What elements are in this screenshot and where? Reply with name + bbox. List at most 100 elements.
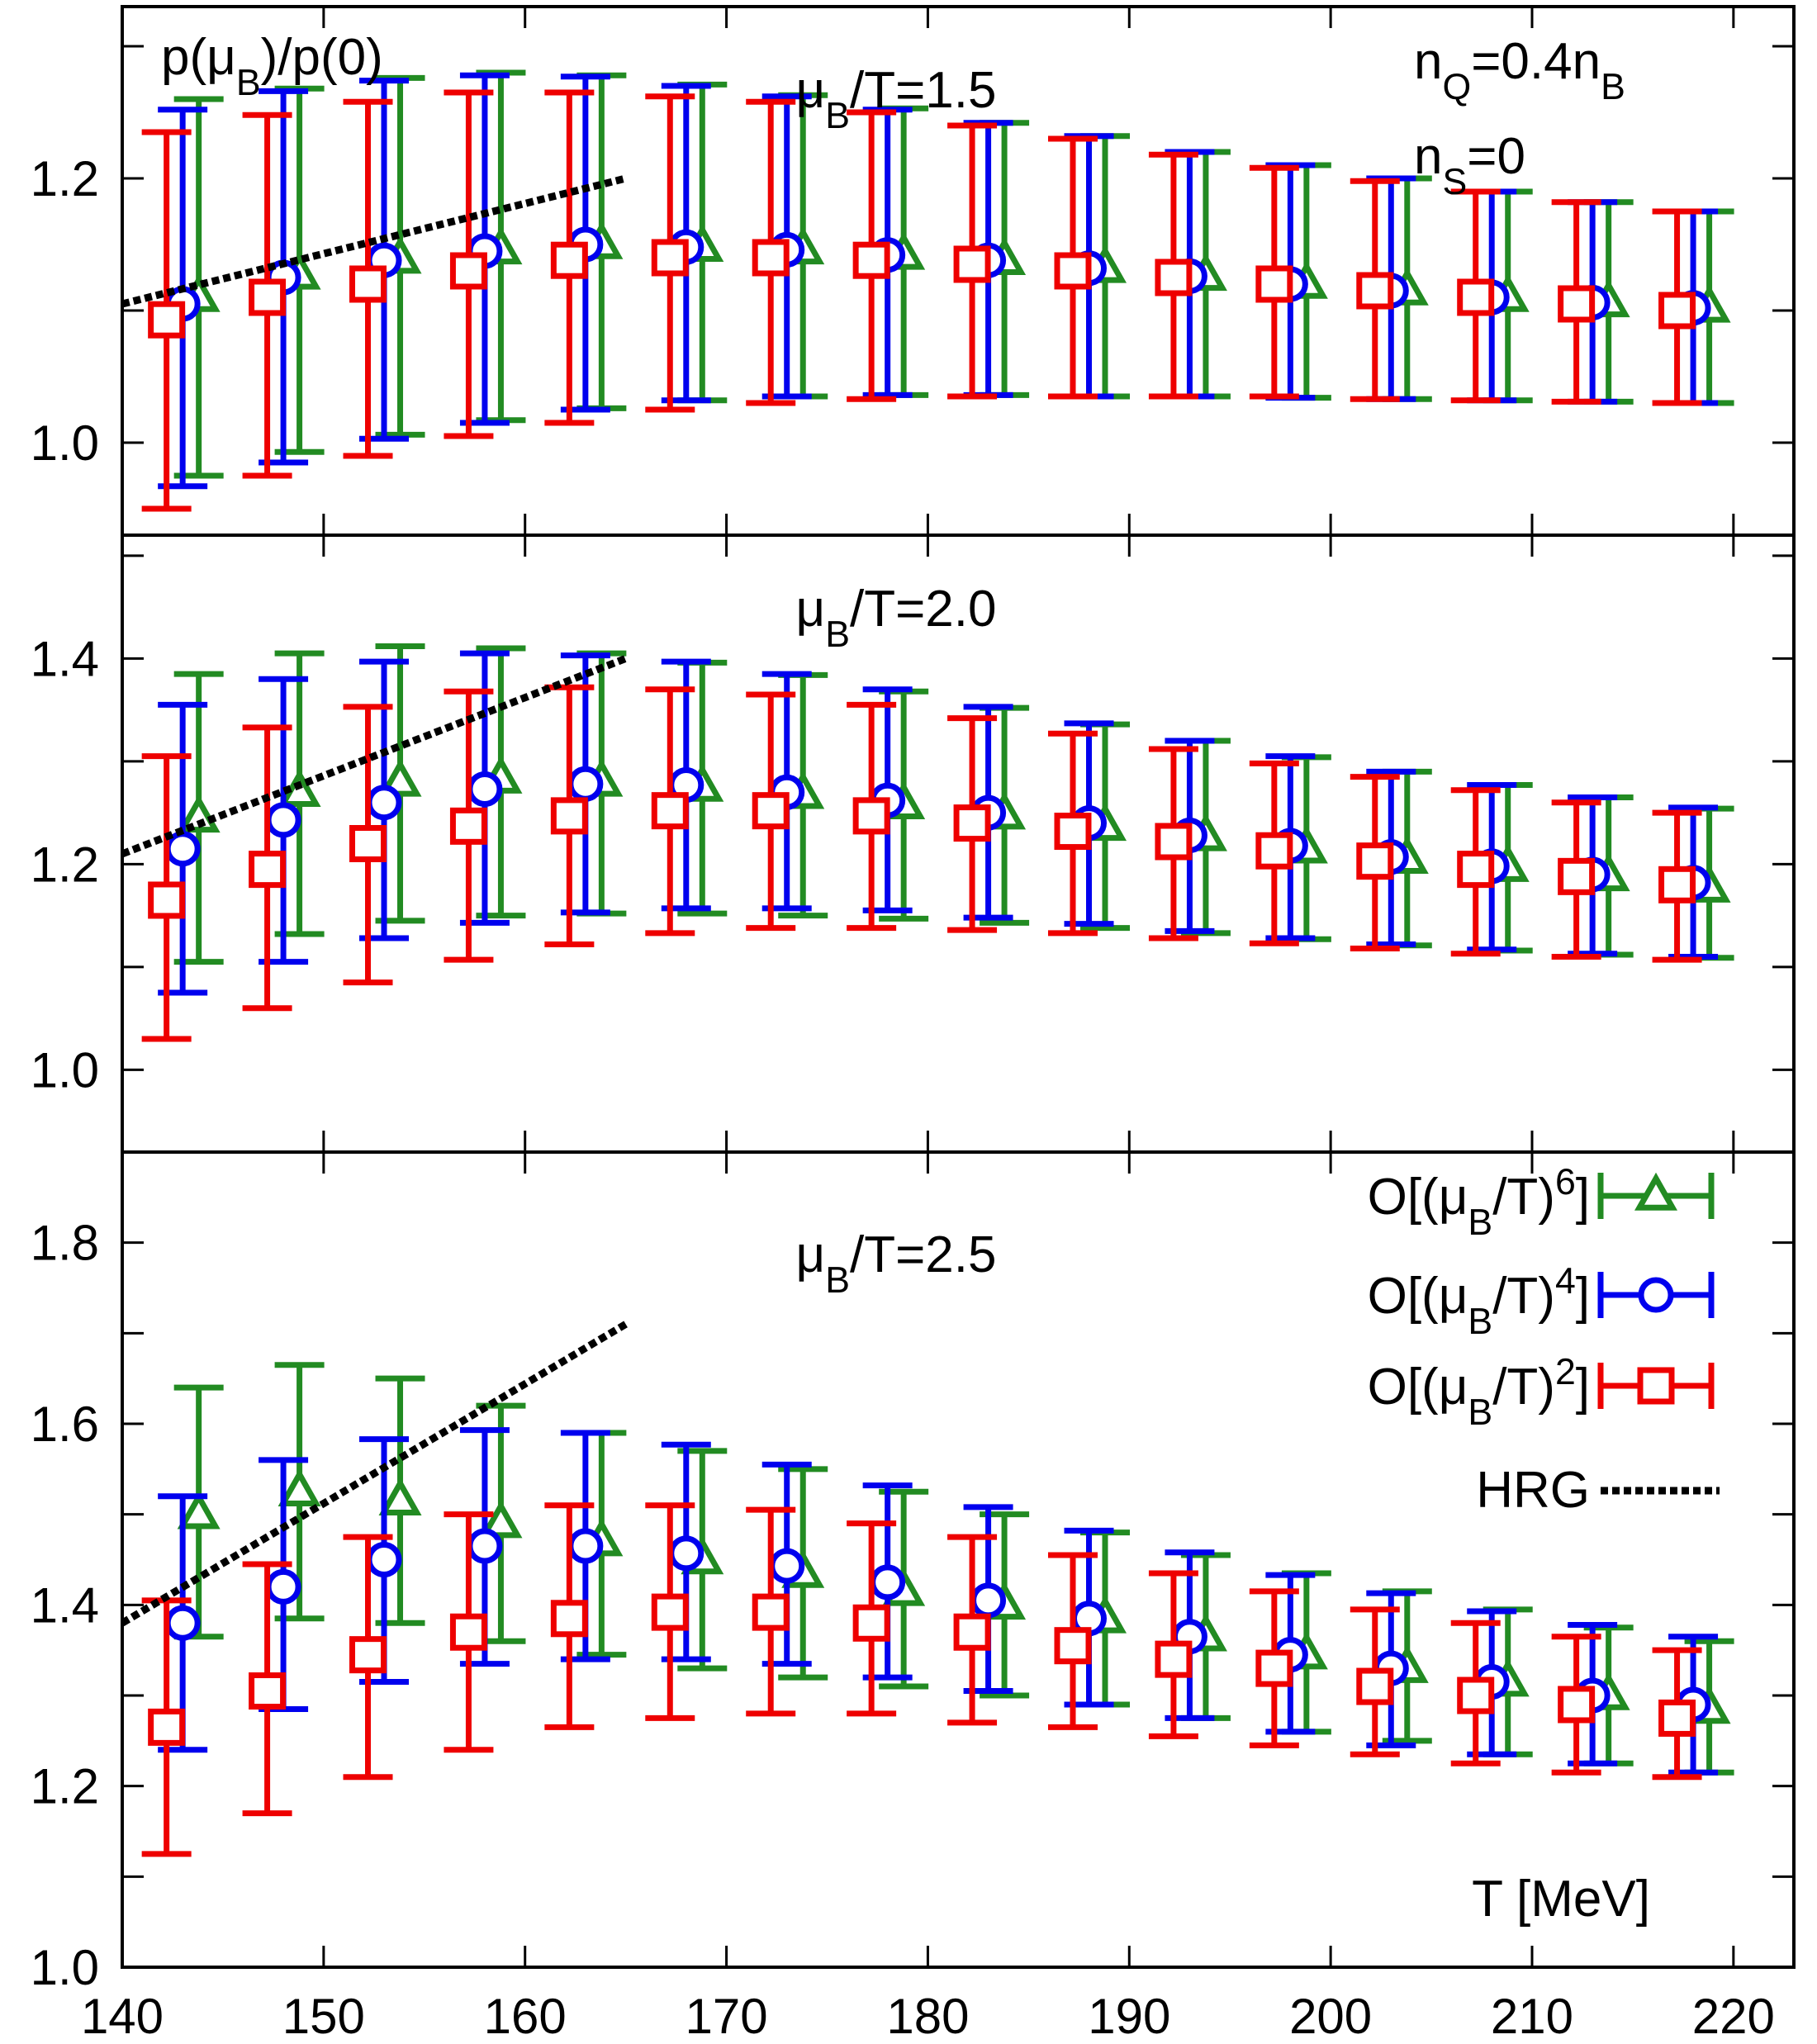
- y-tick-label: 1.6: [31, 1397, 99, 1452]
- data-point-o2: [651, 239, 689, 277]
- data-point-o2: [852, 241, 890, 279]
- y-tick-label: 1.0: [31, 1042, 99, 1098]
- x-tick-label: 140: [81, 1989, 164, 2044]
- data-point-o2: [249, 1672, 287, 1710]
- data-point-o2: [148, 1708, 186, 1746]
- data-point-o2: [852, 797, 890, 835]
- y-tick-label: 1.8: [31, 1216, 99, 1271]
- x-tick-label: 170: [686, 1989, 768, 2044]
- data-point-o2: [1054, 813, 1092, 851]
- data-point-o2: [1457, 851, 1495, 889]
- series-o6: [173, 643, 1734, 965]
- y-tick-label: 1.2: [31, 1759, 99, 1814]
- data-point-o6: [378, 758, 422, 797]
- hrg-line: [122, 655, 628, 858]
- x-tick-label: 160: [484, 1989, 567, 2044]
- x-tick-label: 150: [282, 1989, 365, 2044]
- data-point-o2: [449, 807, 487, 845]
- data-point-o2: [1356, 1667, 1394, 1705]
- x-tick-label: 210: [1491, 1989, 1573, 2044]
- data-point-o2: [550, 241, 588, 279]
- data-point-o4: [265, 802, 301, 838]
- data-point-o2: [651, 792, 689, 830]
- data-point-o4: [265, 1568, 301, 1605]
- data-point-o4: [870, 1564, 906, 1601]
- series-o2: [141, 89, 1702, 512]
- data-point-o2: [1356, 272, 1394, 310]
- data-point-o6: [278, 1468, 321, 1507]
- series-o6: [173, 1362, 1734, 1776]
- condition-label-1: nQ=0.4nB: [1414, 33, 1625, 107]
- data-point-o2: [1255, 1649, 1293, 1687]
- y-tick-label: 1.0: [31, 1940, 99, 1995]
- legend-item-o6: O[(μB/T)6]: [1368, 1162, 1715, 1243]
- data-point-o2: [550, 797, 588, 835]
- condition-label-2: nS=0: [1414, 128, 1525, 202]
- data-point-o2: [651, 1593, 689, 1631]
- data-point-o2: [1457, 278, 1495, 316]
- data-point-o2: [349, 265, 387, 303]
- legend-marker-triangle: [1634, 1172, 1678, 1211]
- legend-label: O[(μB/T)2]: [1368, 1352, 1590, 1433]
- data-point-o2: [1356, 842, 1394, 880]
- figure-title: p(μB)/p(0): [161, 29, 383, 103]
- data-point-o2: [1155, 823, 1193, 861]
- data-point-o2: [1558, 285, 1596, 323]
- x-tick-label: 200: [1289, 1989, 1372, 2044]
- series-o2: [141, 684, 1702, 1042]
- legend-label: O[(μB/T)6]: [1368, 1162, 1590, 1243]
- data-point-o2: [1658, 292, 1696, 330]
- data-point-o2: [148, 301, 186, 339]
- legend-marker-square: [1637, 1367, 1675, 1405]
- data-point-o4: [164, 1605, 201, 1641]
- data-layer: [122, 1321, 1734, 1857]
- y-tick-label: 1.4: [31, 1577, 99, 1633]
- data-point-o2: [249, 851, 287, 889]
- data-point-o4: [467, 1528, 503, 1564]
- data-point-o2: [1457, 1676, 1495, 1714]
- panel-2: 1.0 1.2 1.4 μB/T=2.0: [31, 534, 1796, 1154]
- data-point-o2: [752, 792, 790, 830]
- data-point-o2: [1255, 265, 1293, 303]
- data-point-o2: [249, 278, 287, 316]
- data-point-o2: [148, 881, 186, 919]
- data-point-o2: [1658, 1699, 1696, 1737]
- data-point-o2: [752, 239, 790, 277]
- x-tick-label: 180: [886, 1989, 969, 2044]
- data-point-o4: [970, 1582, 1007, 1619]
- legend-label: HRG: [1476, 1462, 1590, 1519]
- legend-item-o2: O[(μB/T)2]: [1368, 1352, 1715, 1433]
- data-point-o2: [752, 1593, 790, 1631]
- y-tick-label: 1.2: [31, 151, 99, 206]
- data-point-o2: [1558, 1686, 1596, 1724]
- data-point-o4: [567, 766, 604, 802]
- data-point-o2: [1255, 832, 1293, 870]
- data-point-o2: [1658, 865, 1696, 903]
- data-point-o2: [1155, 1640, 1193, 1678]
- legend-item-hrg: HRG: [1476, 1462, 1720, 1519]
- panel-frame: [121, 1150, 1796, 1969]
- panel-3: 1.0 1.2 1.4 1.6 1.8 μB/T=2.5: [31, 1150, 1796, 1995]
- data-point-o4: [467, 771, 503, 808]
- data-point-o2: [1558, 857, 1596, 895]
- legend-item-o4: O[(μB/T)4]: [1368, 1261, 1715, 1342]
- data-point-o2: [852, 1604, 890, 1642]
- data-point-o2: [1054, 1627, 1092, 1665]
- series-o2: [141, 1502, 1702, 1857]
- data-point-o6: [378, 1477, 422, 1515]
- y-tick-label: 1.4: [31, 631, 99, 686]
- x-axis-label: T [MeV]: [1472, 1871, 1650, 1928]
- hrg-line: [122, 1321, 628, 1627]
- data-point-o2: [449, 1613, 487, 1651]
- data-point-o2: [550, 1600, 588, 1638]
- hrg-line: [122, 174, 627, 308]
- data-layer: [122, 643, 1734, 1042]
- panel-label: μB/T=2.5: [796, 1226, 997, 1301]
- data-point-o6: [479, 1500, 523, 1539]
- panel-label: μB/T=1.5: [796, 62, 997, 136]
- x-tick-label: 190: [1088, 1989, 1170, 2044]
- y-tick-label: 1.2: [31, 837, 99, 892]
- data-point-o4: [668, 1535, 705, 1572]
- x-tick-label: 220: [1692, 1989, 1775, 2044]
